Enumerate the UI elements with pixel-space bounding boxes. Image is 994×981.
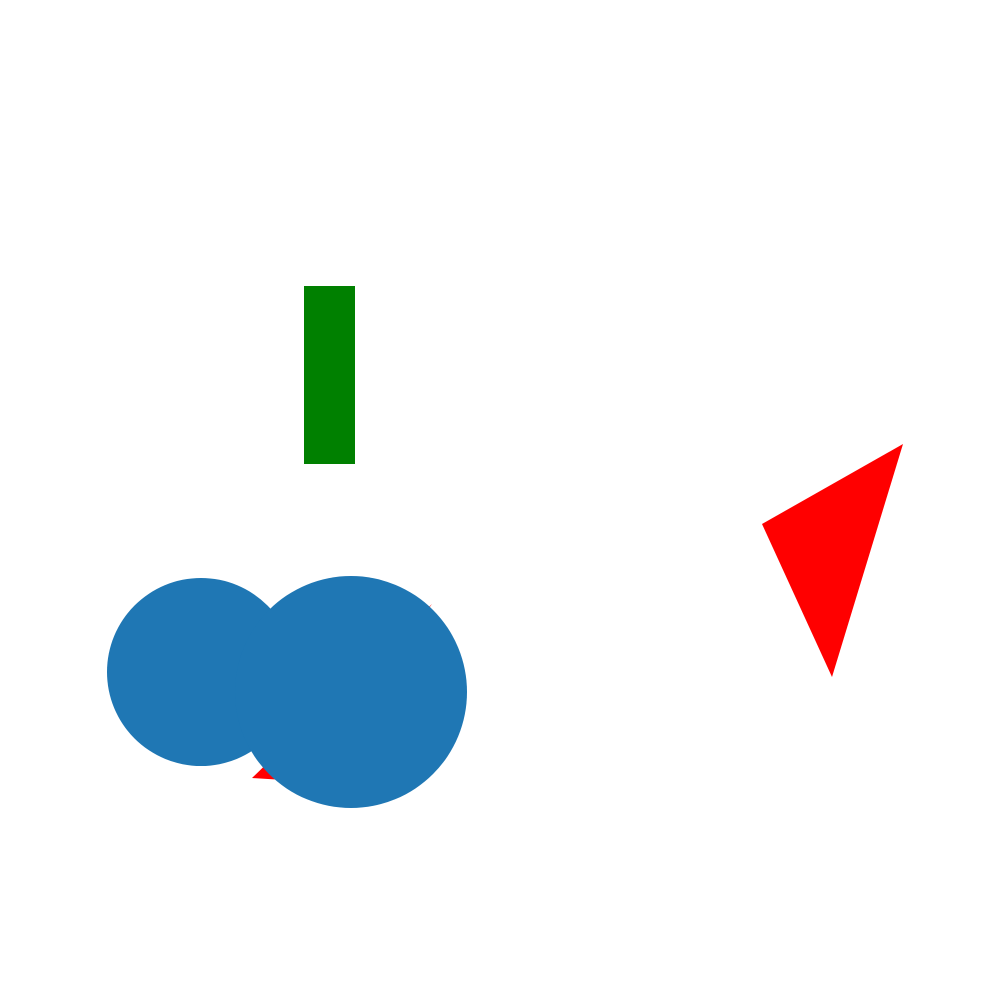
green-rectangle: [304, 286, 355, 464]
blue-circle-right: [235, 576, 467, 808]
red-triangle: [762, 444, 903, 677]
